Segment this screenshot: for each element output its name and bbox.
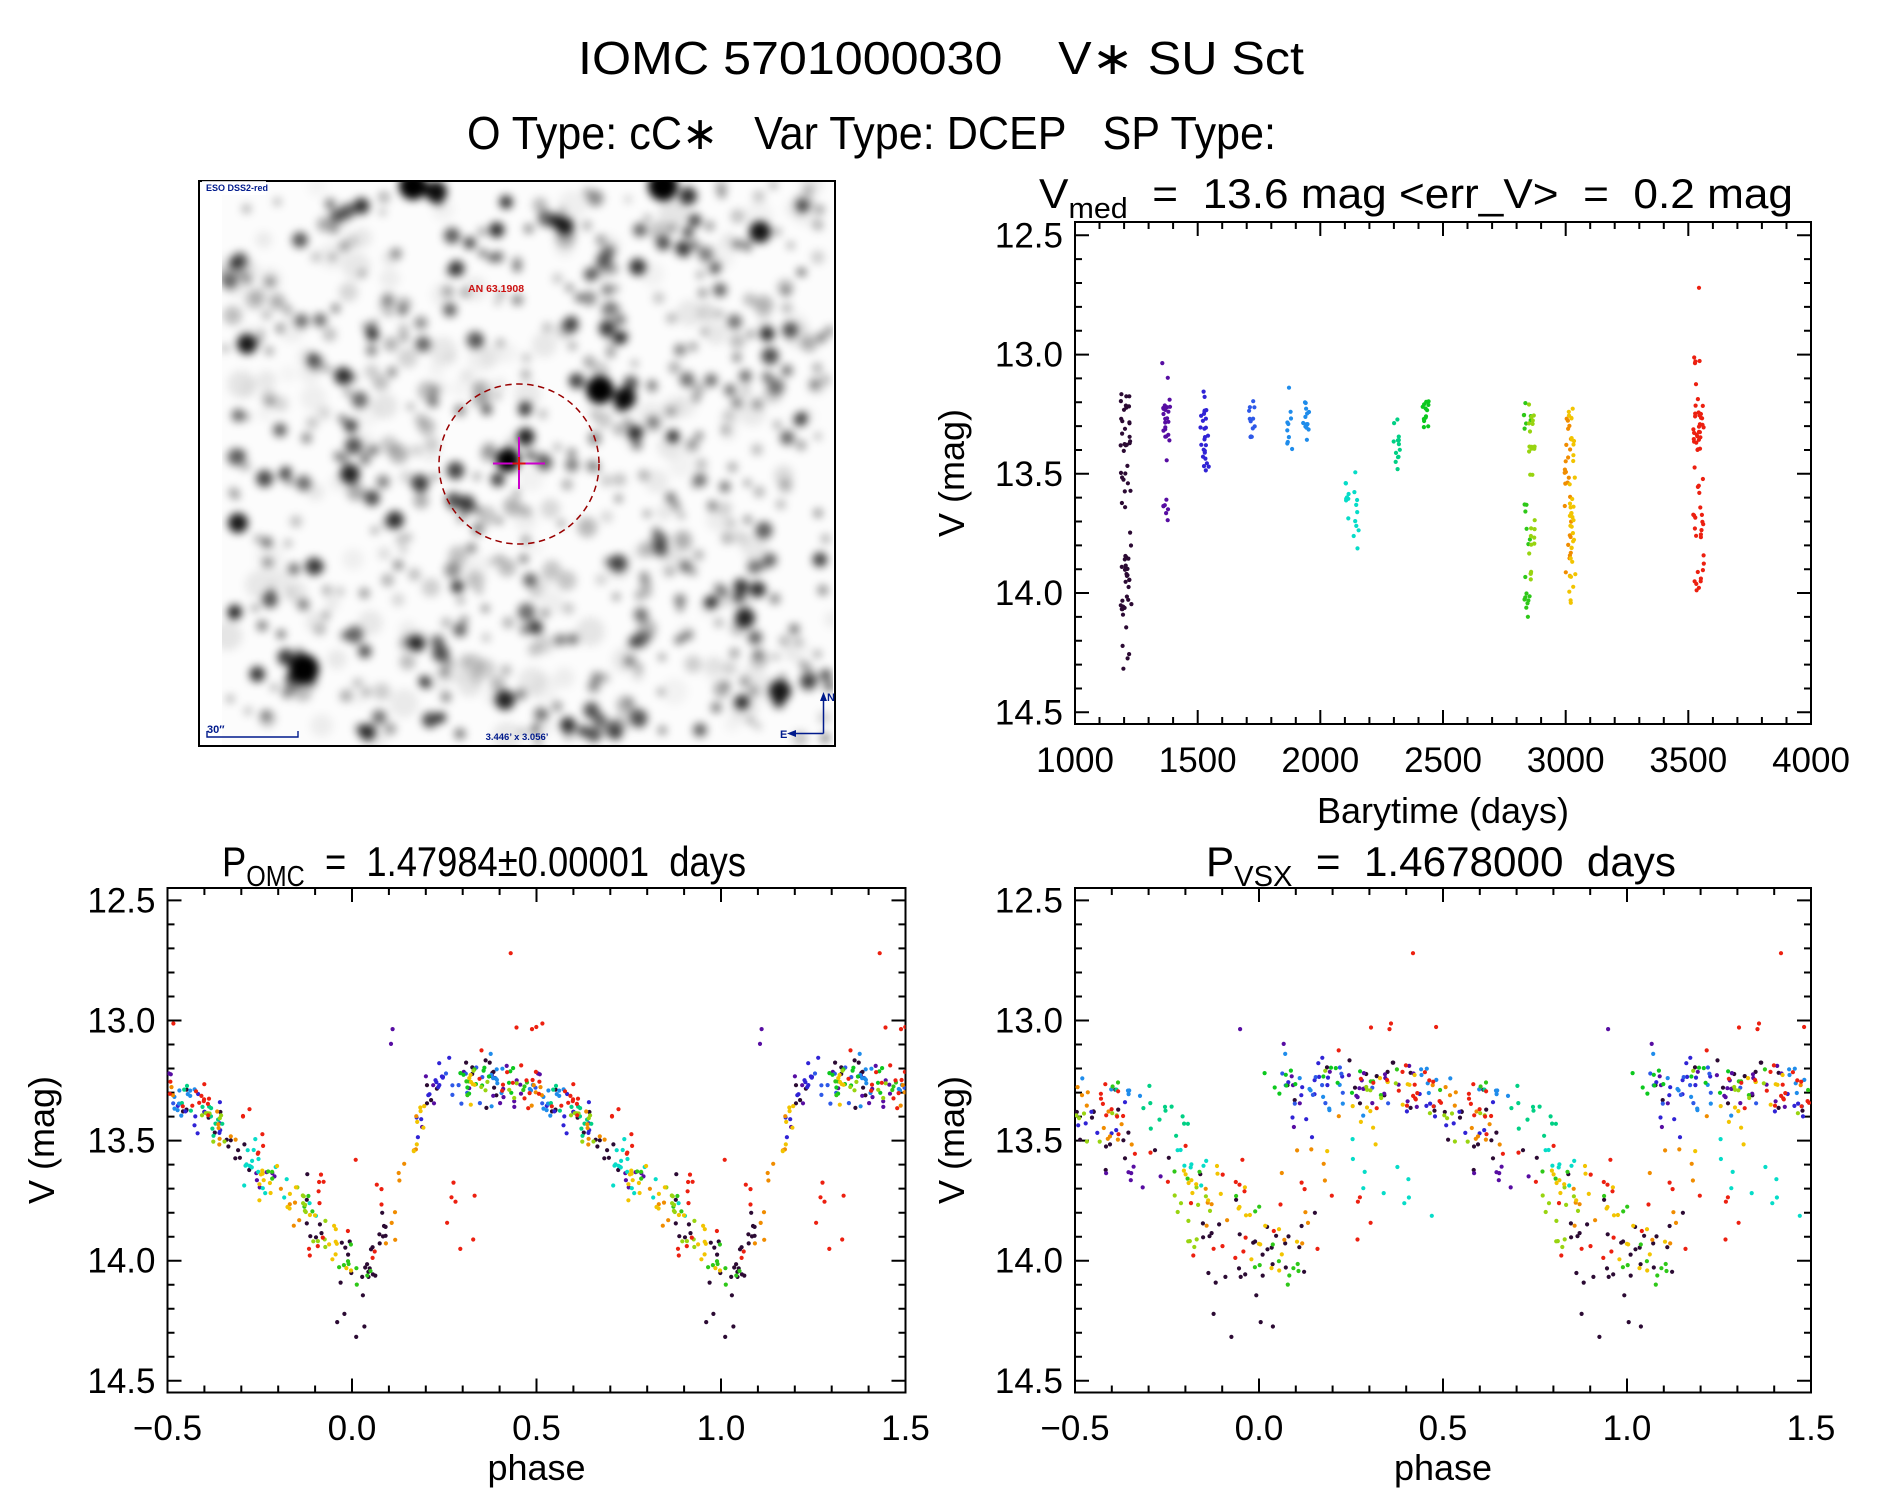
svg-text:13.0: 13.0: [995, 336, 1063, 375]
svg-text:30″: 30″: [207, 724, 225, 736]
svg-text:12.5: 12.5: [995, 881, 1063, 920]
svg-text:3500: 3500: [1649, 741, 1727, 780]
svg-text:13.5: 13.5: [995, 1122, 1063, 1161]
svg-text:E: E: [780, 729, 787, 741]
svg-text:14.5: 14.5: [995, 693, 1063, 732]
svg-text:4000: 4000: [1772, 741, 1850, 780]
svg-text:PVSX = 1.4678000 days: PVSX = 1.4678000 days: [1206, 838, 1676, 893]
svg-text:1.5: 1.5: [881, 1409, 930, 1448]
svg-text:0.5: 0.5: [1419, 1409, 1468, 1448]
svg-text:−0.5: −0.5: [1040, 1409, 1109, 1448]
svg-text:3.446’ x 3.056’: 3.446’ x 3.056’: [486, 732, 549, 743]
svg-text:13.0: 13.0: [87, 1002, 155, 1041]
svg-text:IOMC 5701000030 V∗ SU Sct: IOMC 5701000030 V∗ SU Sct: [578, 32, 1304, 84]
svg-text:V (mag): V (mag): [931, 409, 972, 537]
svg-text:AN 63.1908: AN 63.1908: [468, 283, 524, 295]
svg-text:phase: phase: [487, 1447, 585, 1488]
svg-text:14.0: 14.0: [87, 1242, 155, 1281]
svg-text:2000: 2000: [1281, 741, 1359, 780]
svg-text:1500: 1500: [1159, 741, 1237, 780]
svg-text:V (mag): V (mag): [931, 1076, 972, 1204]
svg-text:1.0: 1.0: [697, 1409, 746, 1448]
svg-text:0.5: 0.5: [512, 1409, 561, 1448]
svg-text:2500: 2500: [1404, 741, 1482, 780]
svg-text:ESO DSS2-red: ESO DSS2-red: [206, 183, 268, 193]
svg-text:Barytime (days): Barytime (days): [1317, 790, 1569, 831]
svg-text:V (mag): V (mag): [21, 1076, 62, 1204]
svg-text:13.0: 13.0: [995, 1002, 1063, 1041]
svg-text:14.0: 14.0: [995, 1242, 1063, 1281]
svg-text:POMC = 1.47984±0.00001 days: POMC = 1.47984±0.00001 days: [222, 838, 746, 893]
svg-text:13.5: 13.5: [995, 455, 1063, 494]
svg-text:1.0: 1.0: [1603, 1409, 1652, 1448]
svg-text:1000: 1000: [1036, 741, 1114, 780]
svg-text:13.5: 13.5: [87, 1122, 155, 1161]
svg-text:O Type: cC∗ Var Type: DCEP: O Type: cC∗ Var Type: DCEP SP Type:: [467, 107, 1276, 159]
svg-text:N: N: [827, 692, 835, 704]
svg-text:−0.5: −0.5: [133, 1409, 202, 1448]
svg-text:12.5: 12.5: [995, 216, 1063, 255]
svg-text:Vmed = 13.6 mag <err_V> =: Vmed = 13.6 mag <err_V> = 0.2 mag: [1039, 170, 1793, 225]
svg-text:14.5: 14.5: [995, 1362, 1063, 1401]
svg-text:phase: phase: [1394, 1447, 1492, 1488]
svg-text:0.0: 0.0: [1235, 1409, 1284, 1448]
svg-text:3000: 3000: [1527, 741, 1605, 780]
svg-text:14.5: 14.5: [87, 1362, 155, 1401]
svg-text:14.0: 14.0: [995, 574, 1063, 613]
svg-text:1.5: 1.5: [1787, 1409, 1836, 1448]
svg-text:0.0: 0.0: [328, 1409, 377, 1448]
svg-text:12.5: 12.5: [87, 881, 155, 920]
